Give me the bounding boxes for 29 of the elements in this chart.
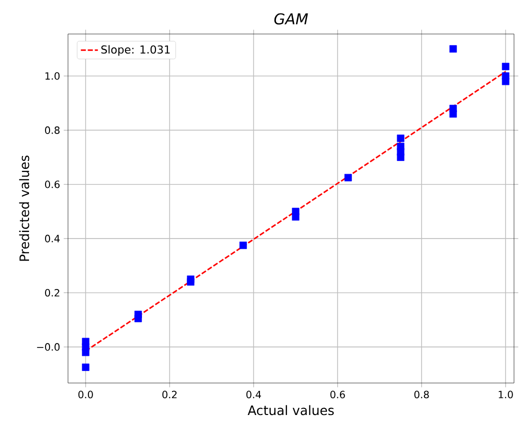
x-tick-label: 0.2 <box>162 390 177 398</box>
point <box>82 348 90 356</box>
point <box>449 110 457 118</box>
point <box>396 154 404 161</box>
y-tick-label: 0.4 <box>45 234 60 242</box>
y-tick-label: 0.8 <box>45 126 60 134</box>
x-tick-label: 0.8 <box>414 390 429 398</box>
y-tick-label: −0.0 <box>37 343 60 351</box>
y-tick-label: 0.6 <box>45 180 60 188</box>
y-tick-label: 1.0 <box>45 72 60 80</box>
y-tick-label: 0.2 <box>45 288 60 297</box>
point <box>239 242 247 250</box>
point <box>292 213 300 221</box>
chart-title: GAM <box>274 13 308 25</box>
legend-label: Slope: 1.031 <box>101 45 170 56</box>
point <box>449 45 457 53</box>
point <box>502 78 510 86</box>
x-tick-label: 0.6 <box>330 390 345 398</box>
point <box>396 134 404 142</box>
point <box>82 364 90 371</box>
y-axis-title: Predicted values <box>19 156 30 261</box>
x-tick-label: 0.4 <box>246 390 261 398</box>
point <box>134 314 142 322</box>
point <box>502 62 510 70</box>
x-axis-title: Actual values <box>248 405 334 416</box>
point <box>186 278 194 286</box>
point <box>344 174 352 182</box>
x-tick-label: 0.0 <box>78 390 93 398</box>
x-tick-label: 1.0 <box>498 390 513 398</box>
